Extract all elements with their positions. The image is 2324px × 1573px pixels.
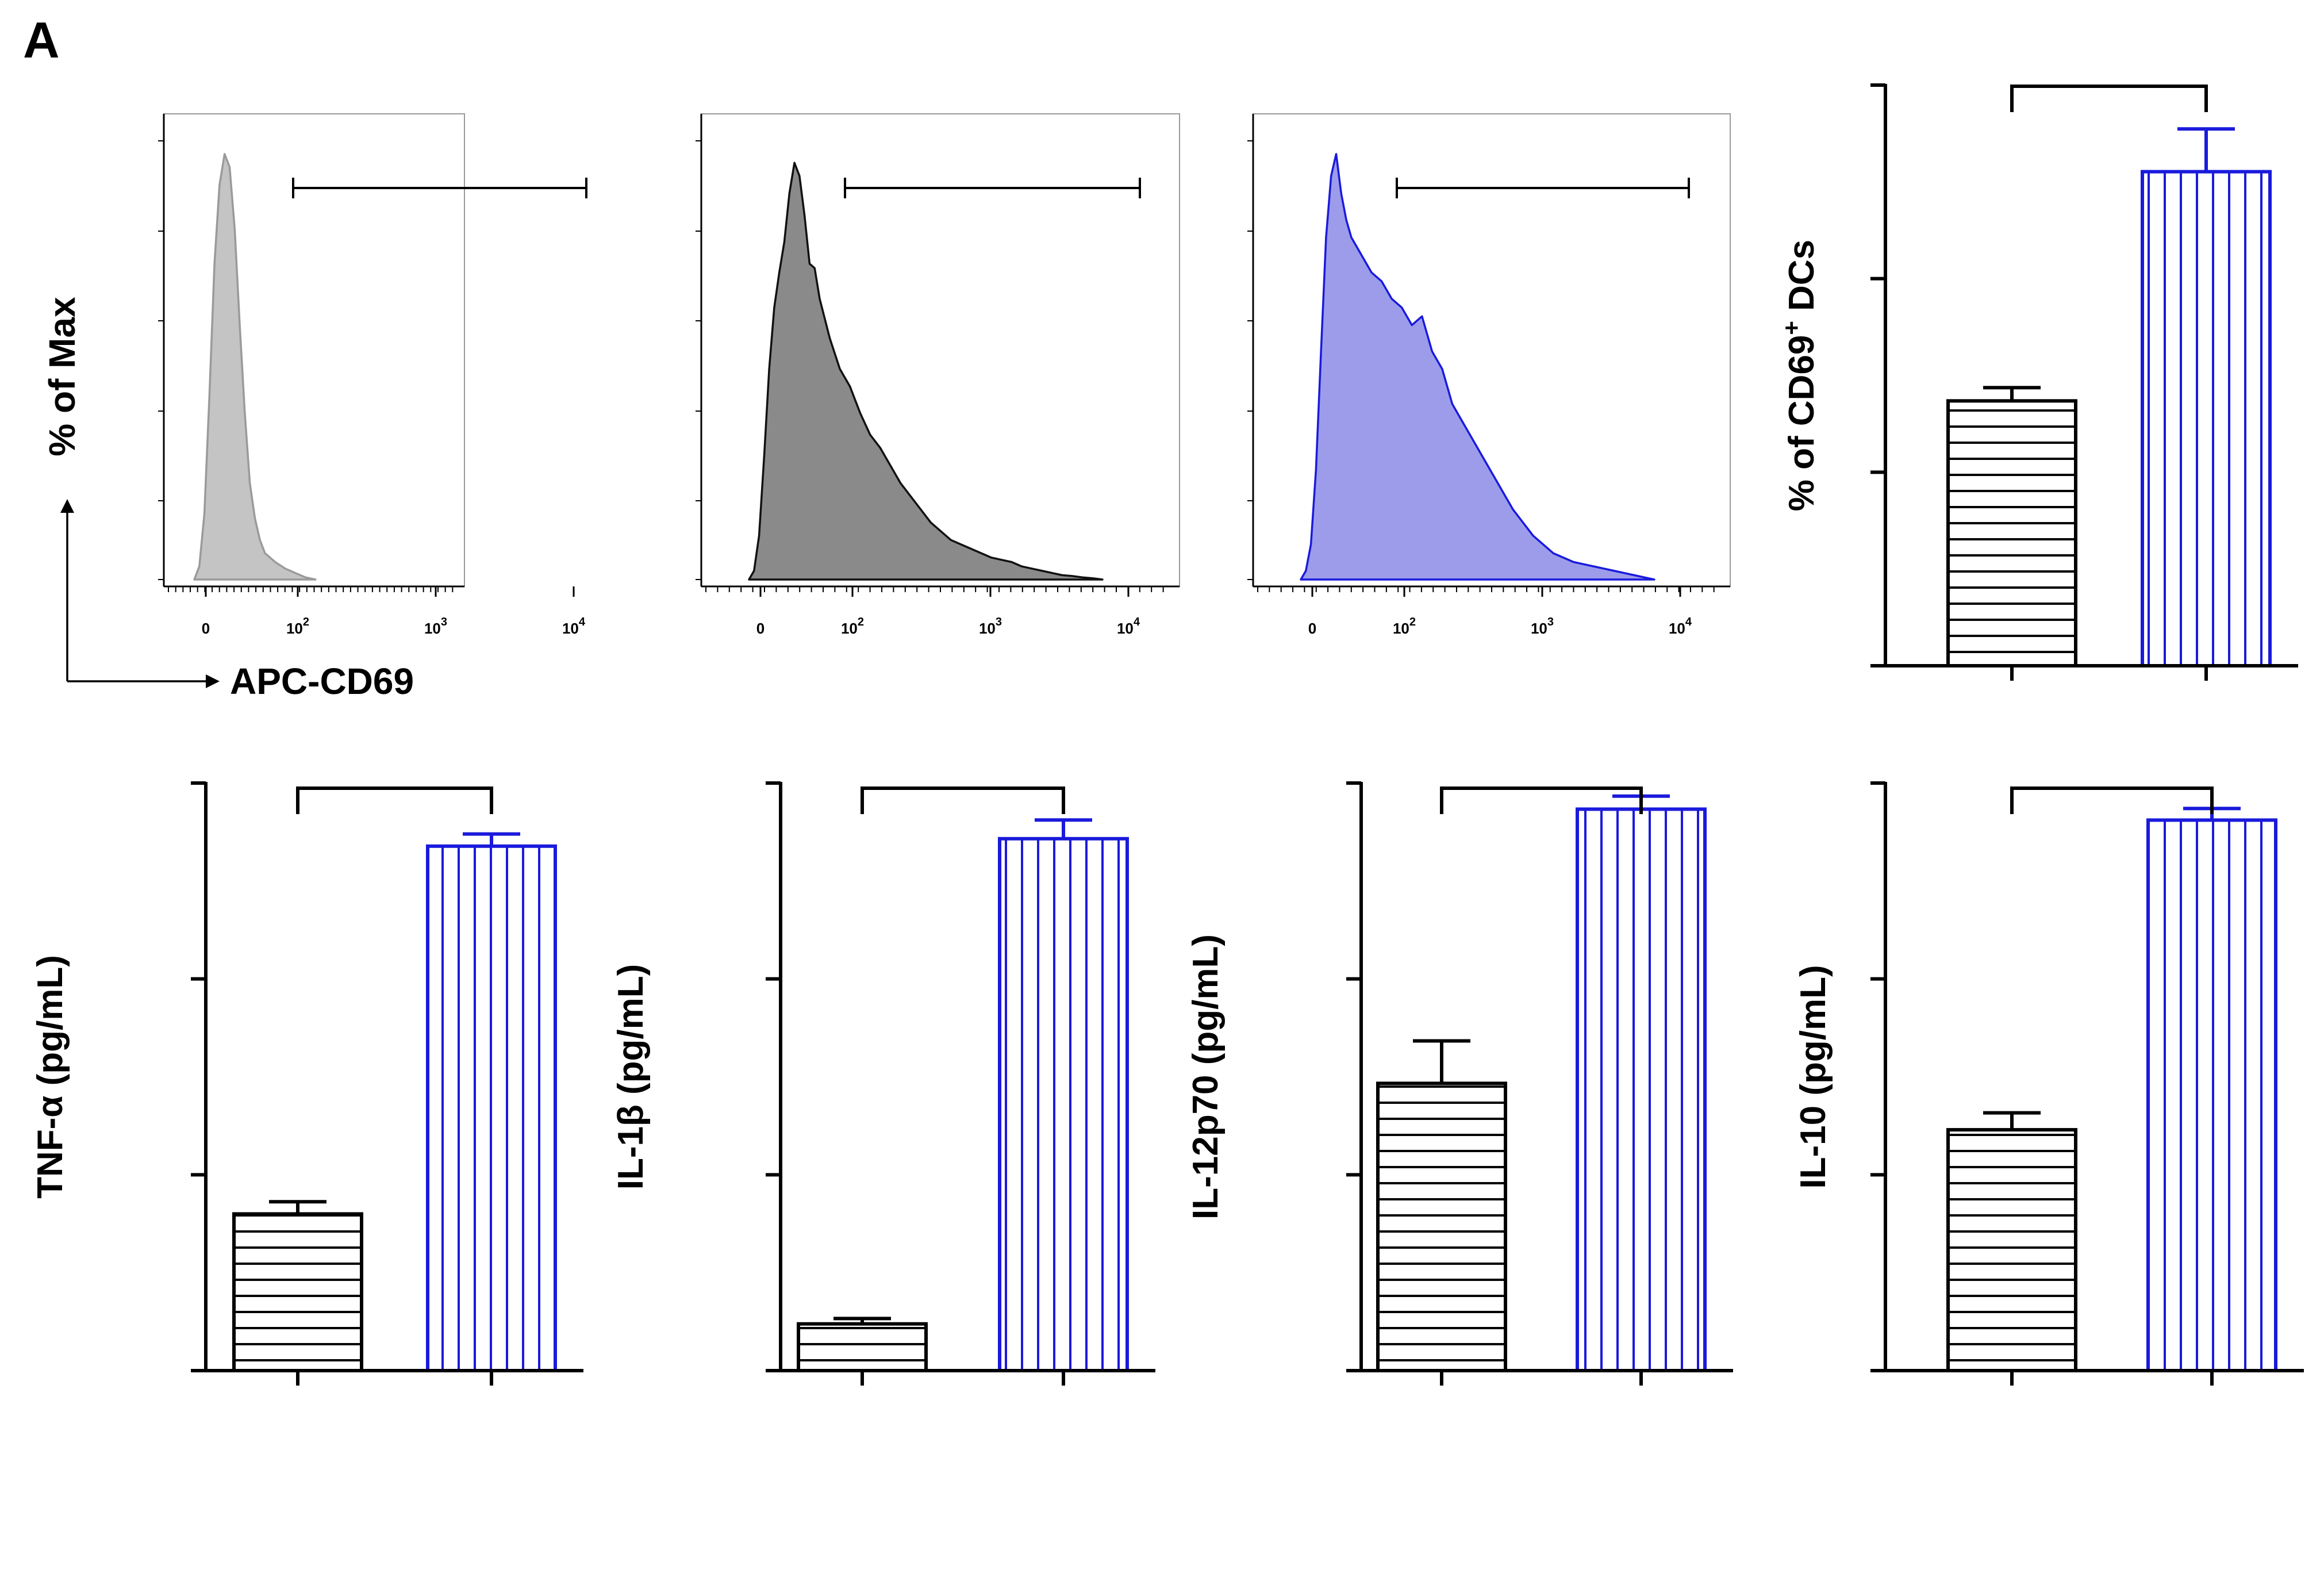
significance-bracket: [296, 786, 493, 814]
flow-x-tick-exponent: 3: [996, 616, 1002, 628]
bar-medium: [1946, 1128, 2077, 1372]
flow-x-tick-base: 10: [841, 620, 858, 637]
flow-x-tick-base: 10: [1393, 620, 1409, 637]
flow-x-tick-label: 104: [1117, 616, 1140, 637]
bar-riboflavin: [2146, 818, 2277, 1372]
significance-bracket: [2010, 786, 2214, 814]
bar-charts: % of CD69+ DCs TNF-α (pg/mL) IL-1β (pg/mL)…: [30, 83, 2304, 1386]
bar-panel-d: IL-1β (pg/mL): [611, 781, 1155, 1386]
flow-x-tick-label: 0: [756, 620, 765, 637]
flow-x-tick-label: 0: [1308, 620, 1316, 637]
flow-panel-medium: 0 102 103 104: [696, 113, 1180, 637]
y-axis-label: IL-12p70 (pg/mL): [1186, 934, 1226, 1219]
flow-x-tick-exponent: 4: [1134, 616, 1140, 628]
bar-medium: [232, 1212, 363, 1372]
bar-riboflavin: [998, 837, 1129, 1372]
flow-x-tick-base: 0: [1308, 620, 1316, 637]
flow-x-tick-base: 10: [979, 620, 996, 637]
flow-x-tick-label: 103: [424, 616, 447, 637]
flow-x-tick-base: 10: [562, 620, 579, 637]
flow-x-tick-base: 10: [1531, 620, 1547, 637]
flow-histogram-medium: [748, 162, 1104, 581]
flow-x-tick-label: 102: [1393, 616, 1416, 637]
flow-x-tick-base: 0: [202, 620, 210, 637]
y-axis-label: IL-10 (pg/mL): [1793, 965, 1833, 1188]
flow-x-tick-base: 10: [286, 620, 303, 637]
y-axis-label-superscript: +: [1778, 321, 1805, 335]
flow-x-tick-exponent: 2: [858, 616, 864, 628]
flow-x-tick-base: 10: [1117, 620, 1134, 637]
flow-x-tick-base: 10: [1669, 620, 1685, 637]
flow-x-axis-label: APC-CD69: [230, 661, 414, 702]
bar-riboflavin: [426, 844, 557, 1372]
bar-panel-b: % of CD69+ DCs: [1778, 83, 2298, 681]
flow-x-tick-exponent: 3: [441, 616, 447, 628]
flow-x-tick-exponent: 2: [1409, 616, 1416, 628]
y-axis-label: % of CD69+ DCs: [1778, 240, 1822, 511]
flow-x-tick-label: 102: [841, 616, 864, 637]
flow-x-tick-base: 0: [756, 620, 765, 637]
bar-panel-c: TNF-α (pg/mL): [30, 781, 583, 1386]
flow-x-tick-exponent: 3: [1547, 616, 1554, 628]
flow-x-tick-exponent: 4: [579, 616, 586, 628]
y-axis-label: IL-1β (pg/mL): [611, 964, 651, 1190]
flow-x-tick-label: 104: [1669, 616, 1692, 637]
panel-letter-a: A: [23, 11, 60, 68]
bar-medium: [1946, 399, 2077, 667]
bar-riboflavin: [1576, 807, 1707, 1372]
significance-bracket: [1440, 786, 1643, 814]
flow-panel-riboflavin: 0 102 103 104: [1247, 113, 1731, 637]
y-axis-label: TNF-α (pg/mL): [30, 955, 70, 1199]
y-axis-label-main: % of CD69: [1782, 335, 1822, 512]
bar-riboflavin: [2141, 170, 2272, 668]
bar-panel-f: IL-10 (pg/mL): [1793, 781, 2304, 1386]
significance-bracket: [2010, 85, 2208, 112]
flow-x-tick-label: 103: [979, 616, 1002, 637]
flow-x-tick-label: 103: [1531, 616, 1554, 637]
flow-histogram-riboflavin: [1300, 153, 1655, 581]
flow-x-tick-label: 0: [202, 620, 210, 637]
flow-panel-isotype: 0 102 103 104: [158, 113, 587, 637]
bar-medium: [1376, 1081, 1507, 1373]
flow-x-tick-label: 102: [286, 616, 309, 637]
flow-x-tick-exponent: 4: [1685, 616, 1692, 628]
bar-medium: [797, 1322, 928, 1373]
flow-histogram-isotype: [193, 153, 317, 581]
y-axis-label-end: DCs: [1782, 240, 1822, 321]
significance-bracket: [861, 786, 1065, 814]
flow-histograms: 0 102 103 104 0 102 103 104 0 102 103 104: [158, 113, 1731, 637]
flow-x-tick-exponent: 2: [303, 616, 309, 628]
flow-x-tick-base: 10: [424, 620, 441, 637]
flow-y-axis-label: % of Max: [41, 297, 83, 456]
flow-x-tick-label: 104: [562, 616, 586, 637]
flow-x-axis-arrowhead: [206, 674, 220, 688]
bar-panel-e: IL-12p70 (pg/mL): [1186, 781, 1733, 1386]
flow-y-axis-arrowhead: [60, 499, 74, 513]
